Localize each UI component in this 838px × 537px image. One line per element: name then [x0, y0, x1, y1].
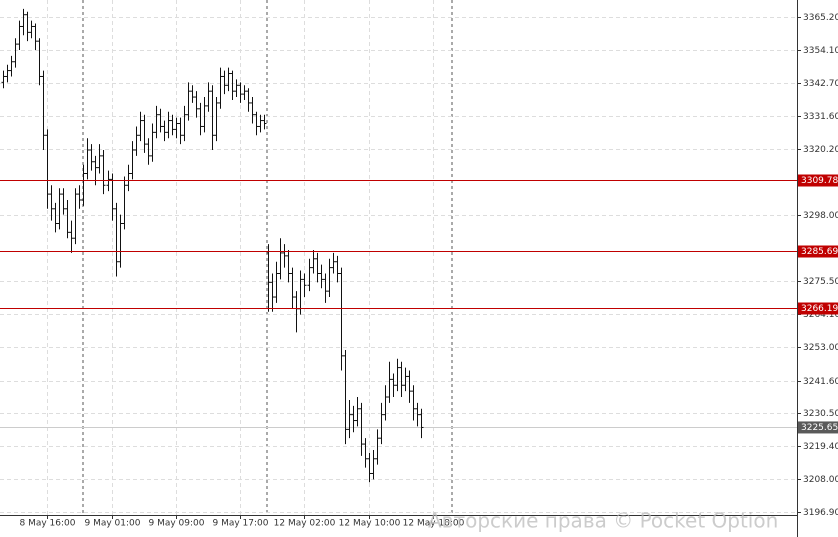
current-price-box — [798, 421, 838, 434]
x-tick-label: 12 May 18:00 — [403, 519, 465, 529]
level-label: 3266.19 — [801, 304, 838, 314]
y-tick-label: 3320.20 — [803, 145, 838, 155]
level-label-box — [798, 245, 838, 258]
x-tick-label: 8 May 16:00 — [20, 519, 76, 529]
y-tick-label: 3241.60 — [803, 377, 838, 387]
y-tick-label: 3354.10 — [803, 46, 838, 56]
y-tick-label: 3331.60 — [803, 112, 838, 122]
x-tick-label: 9 May 17:00 — [213, 519, 269, 529]
y-tick-label: 3275.50 — [803, 277, 838, 287]
level-label: 3309.78 — [801, 176, 838, 186]
y-tick-label: 3298.00 — [803, 211, 838, 221]
y-tick-label: 3230.50 — [803, 409, 838, 419]
x-tick-label: 12 May 10:00 — [339, 519, 401, 529]
current-price-label: 3225.65 — [801, 423, 838, 433]
y-tick-label: 3342.70 — [803, 79, 838, 89]
y-tick-label: 3253.00 — [803, 343, 838, 353]
y-tick-label: 3219.40 — [803, 442, 838, 452]
y-tick-label: 3365.20 — [803, 13, 838, 23]
x-tick-label: 9 May 09:00 — [149, 519, 205, 529]
level-label-box — [798, 302, 838, 315]
x-tick-label: 12 May 02:00 — [274, 519, 336, 529]
level-label: 3285.69 — [801, 247, 838, 257]
y-tick-label: 3208.00 — [803, 475, 838, 485]
watermark: Авторские права © Pocket Option — [428, 509, 778, 533]
x-tick-label: 9 May 01:00 — [85, 519, 141, 529]
y-tick-label: 3264.10 — [803, 310, 838, 320]
y-tick-label: 3196.90 — [803, 508, 838, 518]
level-label-box — [798, 174, 838, 187]
